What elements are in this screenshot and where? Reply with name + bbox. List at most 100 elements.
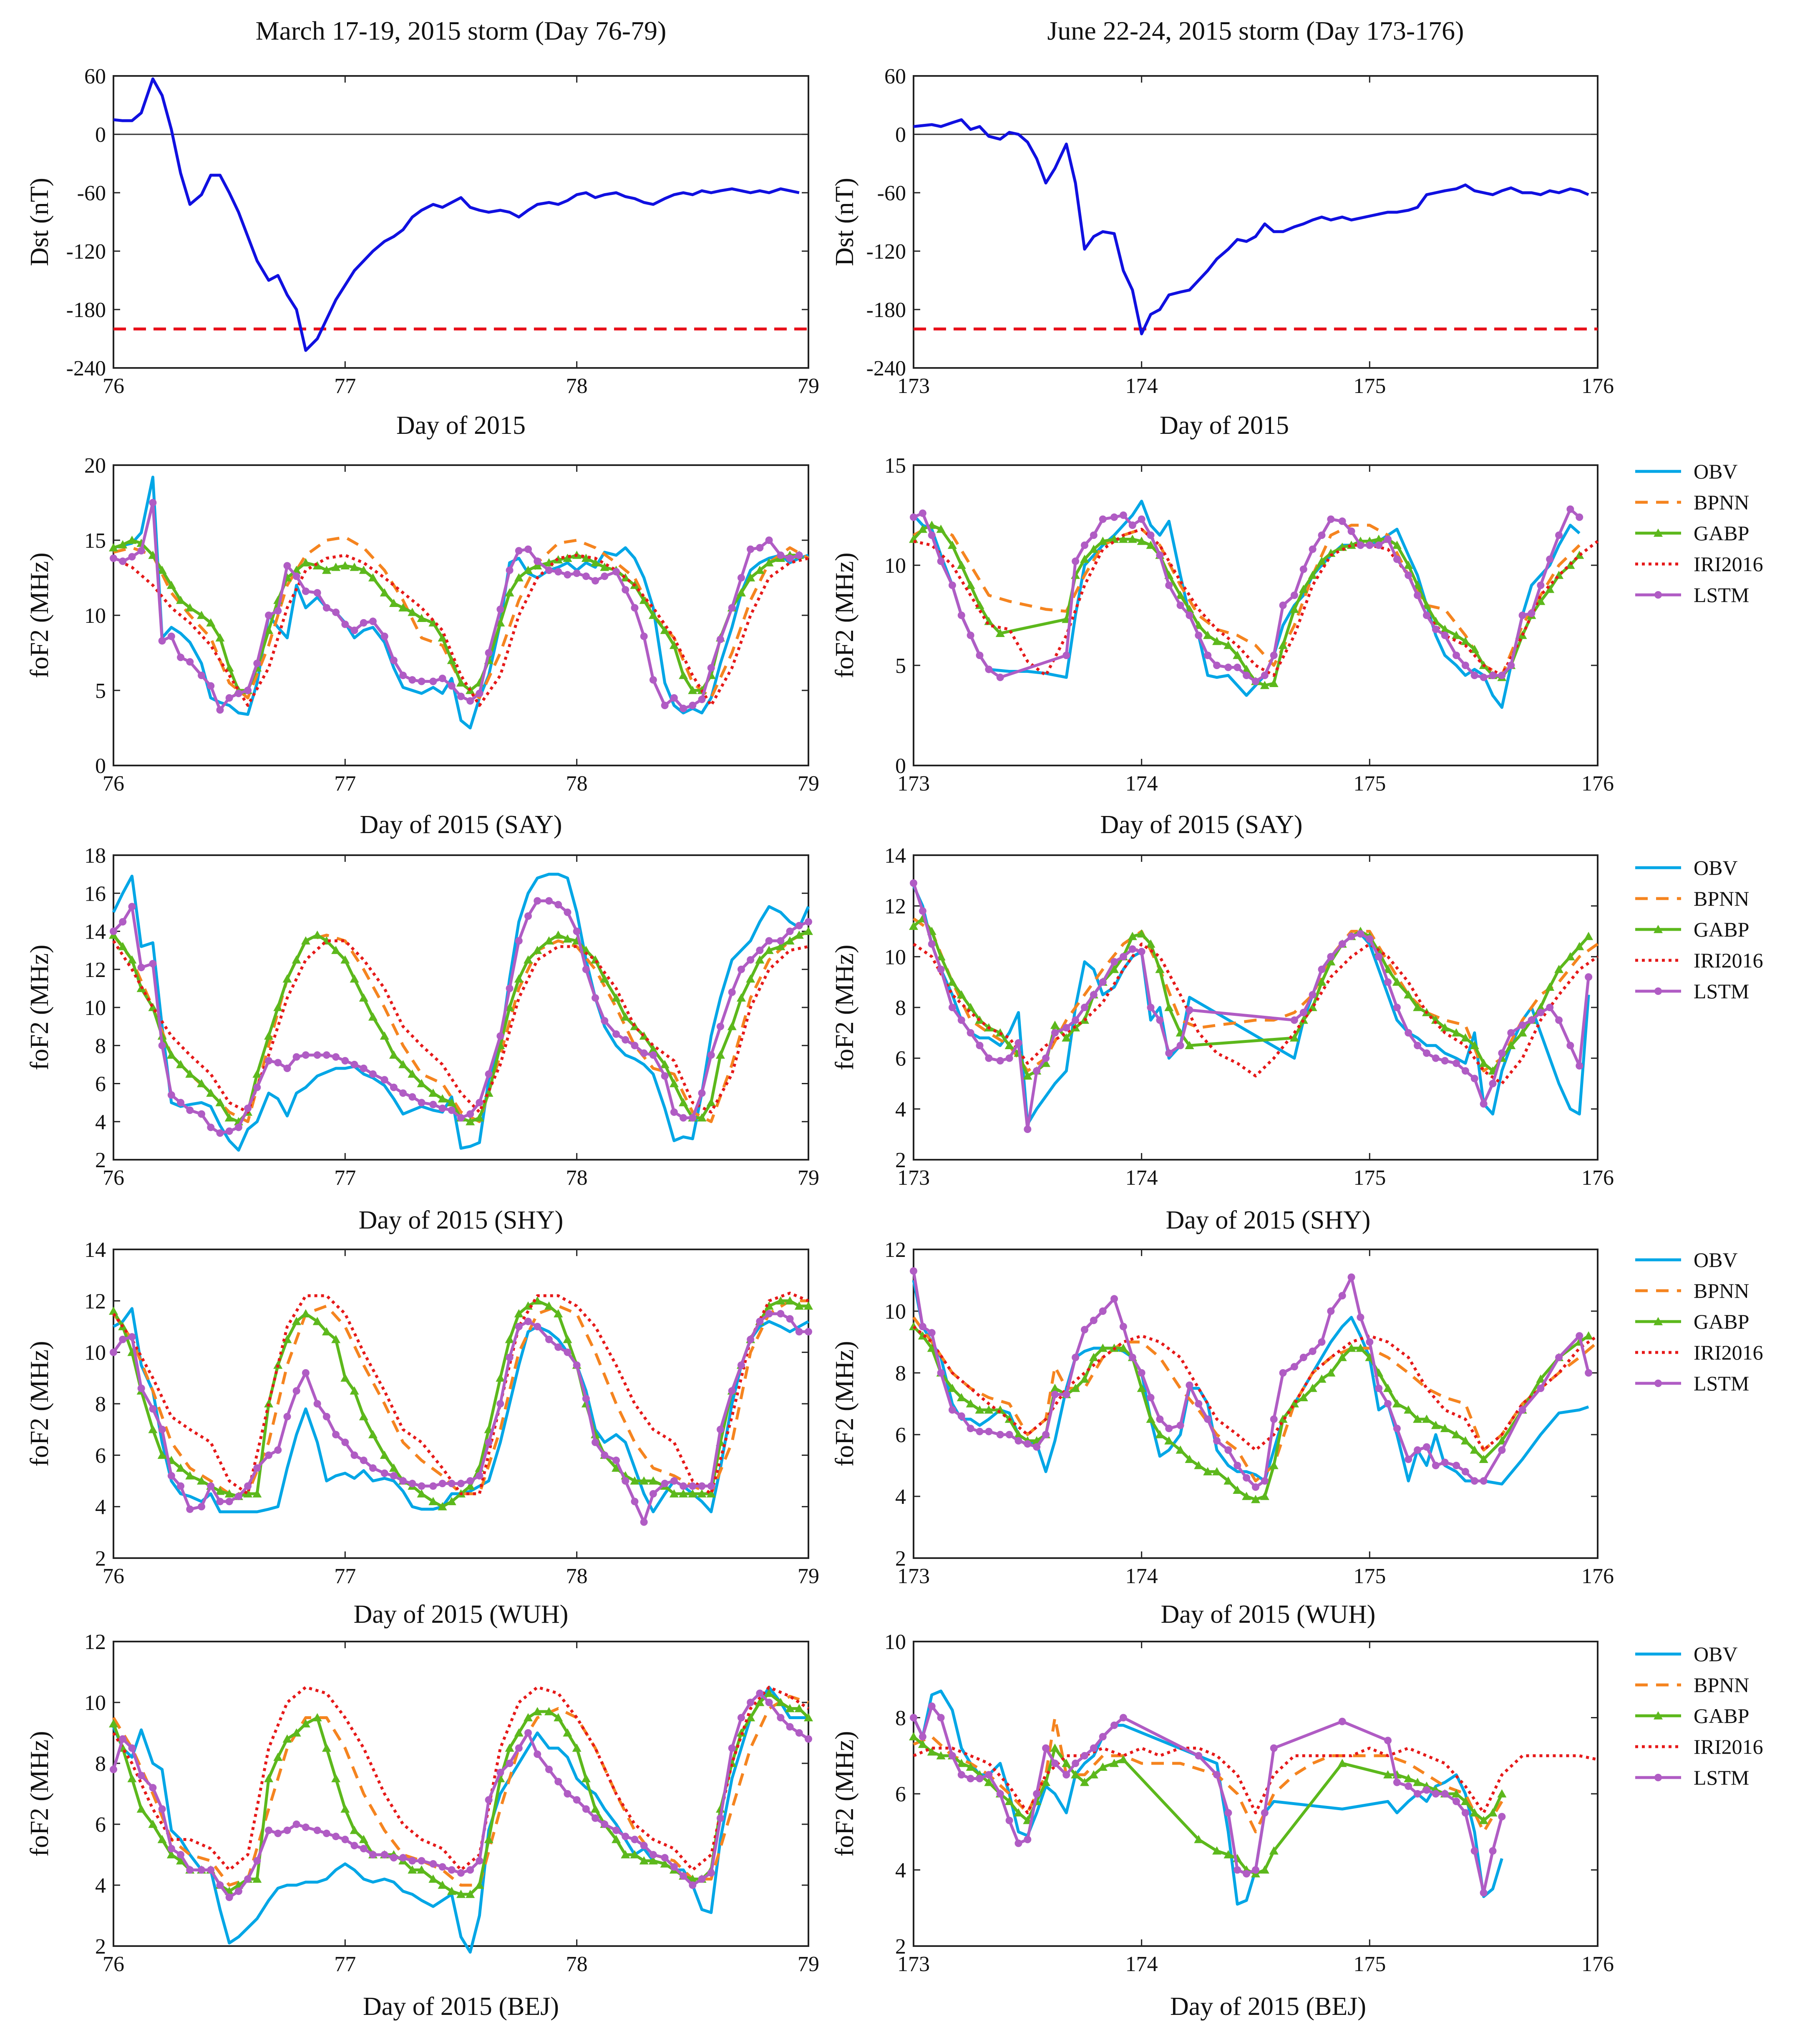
series-lstm-point bbox=[1470, 1847, 1478, 1855]
y-tick-label: 8 bbox=[895, 1362, 906, 1385]
series-gabp-point bbox=[447, 1098, 456, 1106]
series-lstm-point bbox=[390, 1083, 398, 1091]
series-lstm-point bbox=[747, 1335, 755, 1343]
series-lstm-point bbox=[1014, 1839, 1022, 1847]
series-gabp-point bbox=[1326, 957, 1336, 966]
x-tick-label: 77 bbox=[334, 772, 356, 796]
series-lstm-point bbox=[1051, 1390, 1059, 1398]
series-lstm-point bbox=[177, 1851, 185, 1858]
x-tick-label: 175 bbox=[1353, 1952, 1386, 1976]
series-gabp-point bbox=[581, 946, 591, 954]
series-gabp-point bbox=[1212, 1846, 1222, 1855]
series-lstm-point bbox=[1165, 1049, 1173, 1057]
series-gabp-point bbox=[1470, 1445, 1479, 1454]
series-layer bbox=[909, 499, 1599, 709]
series-lstm-point bbox=[1147, 1394, 1155, 1402]
x-tick-label: 173 bbox=[897, 374, 930, 398]
series-lstm-point bbox=[1195, 1752, 1203, 1760]
series-lstm-point bbox=[198, 1503, 206, 1511]
series-lstm-point bbox=[485, 649, 493, 657]
series-lstm-point bbox=[253, 660, 261, 667]
series-lstm-point bbox=[1528, 609, 1536, 617]
x-tick-label: 79 bbox=[798, 1166, 819, 1190]
y-axis-label: Dst (nT) bbox=[831, 178, 859, 266]
y-tick-label: 12 bbox=[84, 958, 106, 982]
series-lstm-point bbox=[967, 1425, 974, 1433]
series-lstm-point bbox=[765, 1310, 773, 1318]
series-lstm-point bbox=[1110, 1721, 1118, 1729]
series-lstm-point bbox=[1309, 545, 1317, 553]
x-tick-label: 77 bbox=[334, 1166, 356, 1190]
series-gabp-point bbox=[1460, 637, 1470, 645]
series-gabp-point bbox=[746, 573, 755, 582]
series-gabp-point bbox=[755, 1698, 765, 1706]
series-lstm-point bbox=[198, 1110, 206, 1118]
series-lstm-point bbox=[1555, 531, 1563, 539]
series-lstm-point bbox=[689, 702, 697, 709]
series-lstm-point bbox=[910, 1267, 917, 1275]
series-lstm-point bbox=[1062, 1771, 1070, 1779]
series-lstm-point bbox=[967, 632, 974, 639]
series-gabp-point bbox=[206, 618, 216, 627]
series-gabp-point bbox=[524, 566, 533, 574]
series-gabp-point bbox=[1278, 641, 1288, 649]
series-lstm-point bbox=[1261, 1477, 1269, 1485]
y-tick-label: 2 bbox=[895, 1935, 906, 1959]
series-bpnn bbox=[913, 524, 1581, 677]
series-lstm-point bbox=[225, 1894, 233, 1901]
legend-item-obv: OBV bbox=[1635, 1642, 1738, 1666]
series-gabp bbox=[909, 914, 1593, 1080]
series-gabp-point bbox=[1440, 1023, 1450, 1032]
series-lstm-point bbox=[631, 1498, 639, 1506]
series-lstm-point bbox=[1233, 1462, 1241, 1469]
series-lstm-point bbox=[399, 672, 407, 679]
series-lstm-point bbox=[1384, 1737, 1392, 1745]
y-tick-label: 18 bbox=[84, 844, 106, 868]
series-lstm-point bbox=[1042, 1744, 1050, 1752]
series-lstm-point bbox=[234, 1123, 242, 1131]
series-gabp-point bbox=[340, 955, 350, 964]
series-gabp-point bbox=[776, 1698, 785, 1706]
series-lstm-point bbox=[128, 1333, 136, 1341]
series-lstm-point bbox=[207, 1123, 215, 1131]
series-gabp-point bbox=[947, 977, 957, 986]
series-layer bbox=[109, 1686, 813, 1954]
series-gabp-point bbox=[264, 626, 274, 634]
series-gabp-point bbox=[581, 554, 591, 562]
series-lstm-point bbox=[274, 1446, 282, 1454]
series-gabp-point bbox=[1404, 1405, 1413, 1414]
series-gabp-point bbox=[1337, 1759, 1347, 1767]
series-lstm-point bbox=[1156, 551, 1164, 559]
series-lstm-point bbox=[167, 632, 175, 640]
series-gabp-point bbox=[660, 626, 670, 634]
series-lstm-point bbox=[149, 1784, 157, 1792]
series-lstm-point bbox=[274, 1059, 282, 1067]
series-lstm-point bbox=[948, 1004, 956, 1011]
series-gabp-point bbox=[1260, 1865, 1269, 1874]
series-gabp-point bbox=[438, 1094, 447, 1103]
series-lstm-point bbox=[1338, 940, 1346, 948]
series-layer bbox=[909, 879, 1599, 1133]
series-lstm-point bbox=[265, 1057, 273, 1065]
series-gabp-point bbox=[1203, 1467, 1213, 1476]
series-gabp-point bbox=[1452, 631, 1461, 639]
series-lstm-point bbox=[661, 1072, 669, 1080]
series-gabp-point bbox=[669, 1489, 679, 1498]
legend-item-gabp: GABP bbox=[1635, 1704, 1749, 1727]
series-lstm-point bbox=[670, 694, 678, 702]
legend-item-obv: OBV bbox=[1635, 460, 1738, 483]
series-gabp-point bbox=[794, 1704, 804, 1712]
series-lstm-point bbox=[601, 1017, 609, 1025]
series-lstm-point bbox=[1318, 1338, 1326, 1346]
series-lstm-point bbox=[1414, 1446, 1422, 1454]
series-lstm-point bbox=[937, 557, 945, 565]
series-lstm-point bbox=[466, 1110, 474, 1118]
series-lstm-point bbox=[795, 1729, 803, 1737]
series-lstm-point bbox=[564, 571, 571, 579]
series-lstm-point bbox=[622, 1036, 629, 1044]
series-lstm-point bbox=[457, 1480, 465, 1488]
series-lstm-point bbox=[1005, 1816, 1013, 1824]
series-lstm-point bbox=[948, 582, 956, 589]
series-gabp-point bbox=[475, 1113, 484, 1122]
series-gabp-point bbox=[966, 581, 975, 589]
